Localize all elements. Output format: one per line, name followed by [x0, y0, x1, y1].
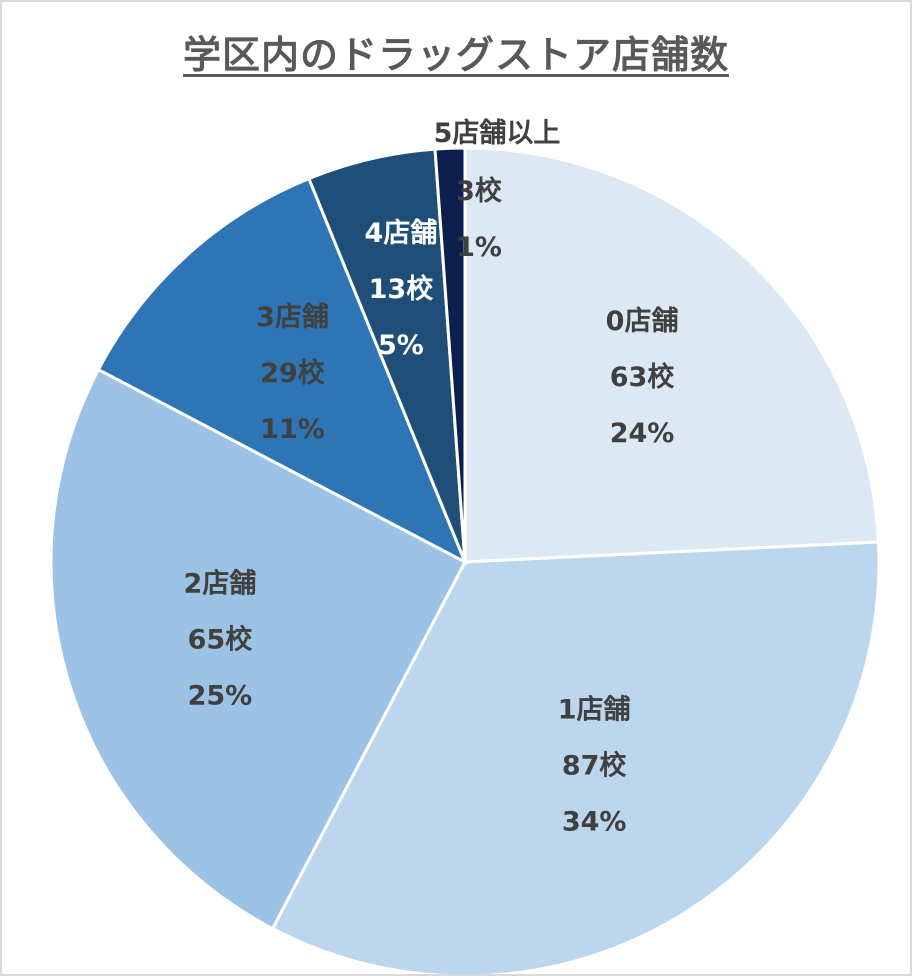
slice-label-3: 3店舗 29校 11%	[256, 302, 329, 445]
category-label-2: 2店舗	[184, 568, 257, 599]
pie-slice-1	[270, 540, 881, 974]
pie-slice-3	[96, 176, 468, 566]
chart-title: 学区内のドラッグストア店舗数	[2, 24, 910, 79]
slice-label-4: 4店舗 13校 5%	[365, 218, 438, 361]
value-label-4: 13校	[369, 273, 434, 305]
percent-label-0: 24%	[610, 418, 675, 449]
percent-label-4: 5%	[378, 330, 424, 361]
percent-label-3: 11%	[260, 414, 325, 445]
slice-label-0: 0店舗 63校 24%	[606, 306, 679, 449]
value-label-5: 3校	[456, 175, 502, 207]
category-label-4: 4店舗	[365, 218, 438, 249]
value-label-1: 87校	[562, 749, 627, 781]
slice-label-1: 1店舗 87校 34%	[558, 694, 631, 837]
percent-label-5: 1%	[456, 232, 502, 263]
value-label-3: 29校	[260, 357, 325, 389]
category-label-0: 0店舗	[606, 306, 679, 337]
slice-label-2: 2店舗 65校 25%	[184, 568, 257, 711]
category-label-5: 5店舗以上	[434, 118, 561, 149]
pie-slice-5	[433, 146, 467, 563]
category-label-3: 3店舗	[256, 302, 329, 333]
percent-label-2: 25%	[188, 680, 253, 711]
percent-label-1: 34%	[562, 806, 627, 837]
value-label-2: 65校	[188, 623, 253, 655]
value-label-0: 63校	[610, 361, 675, 393]
chart-title-text: 学区内のドラッグストア店舗数	[182, 33, 729, 77]
category-label-1: 1店舗	[558, 694, 631, 725]
slice-label-5: 5店舗以上 3校 1%	[434, 118, 561, 263]
pie-slice-0	[463, 146, 881, 564]
